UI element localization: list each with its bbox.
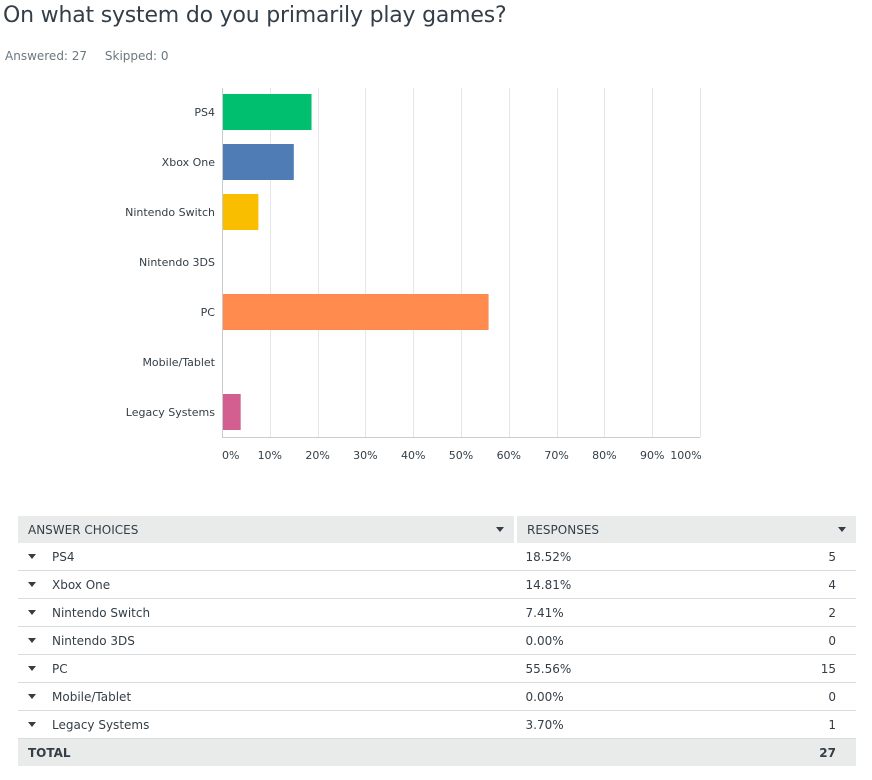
question-title: On what system do you primarily play gam… xyxy=(3,3,507,28)
chevron-down-icon[interactable] xyxy=(28,581,36,587)
tick-label: 10% xyxy=(258,449,282,462)
skipped-count: Skipped: 0 xyxy=(104,49,169,63)
responses-header[interactable]: RESPONSES xyxy=(514,516,856,543)
category-label: Xbox One xyxy=(162,156,216,169)
response-percent: 7.41% xyxy=(515,598,721,627)
chevron-down-icon[interactable] xyxy=(28,553,36,559)
table-row: Nintendo Switch 7.41% 2 xyxy=(18,598,856,627)
table-row: PS4 18.52% 5 xyxy=(18,543,856,571)
table-row: Legacy Systems 3.70% 1 xyxy=(18,710,856,739)
total-label: TOTAL xyxy=(18,738,516,766)
tick-label: 100% xyxy=(670,449,701,462)
chevron-down-icon[interactable] xyxy=(28,637,36,643)
choice-label: Nintendo Switch xyxy=(52,605,151,620)
table-row: PC 55.56% 15 xyxy=(18,654,856,683)
choice-label: Nintendo 3DS xyxy=(52,633,135,648)
bar-chart: PS4 Xbox One Nintendo Switch Nintendo 3DS PC… xyxy=(125,88,702,462)
responses-header-label: RESPONSES xyxy=(527,522,600,537)
answered-count: Answered: 27 xyxy=(5,49,88,63)
category-label: Mobile/Tablet xyxy=(142,356,215,369)
tick-label: 90% xyxy=(640,449,664,462)
bar xyxy=(223,94,312,130)
response-count: 1 xyxy=(720,710,856,739)
choice-label: Legacy Systems xyxy=(52,717,150,732)
tick-label: 0% xyxy=(222,449,239,462)
answer-choices-header[interactable]: ANSWER CHOICES xyxy=(18,516,516,543)
sort-caret-icon[interactable] xyxy=(496,527,504,532)
category-label: PS4 xyxy=(194,106,215,119)
choice-cell: Nintendo 3DS xyxy=(18,626,516,655)
bar xyxy=(223,294,489,330)
bar xyxy=(223,394,241,430)
choice-label: PS4 xyxy=(52,549,75,564)
choice-cell: Nintendo Switch xyxy=(18,598,516,627)
response-percent: 0.00% xyxy=(515,626,721,655)
table-row: Mobile/Tablet 0.00% 0 xyxy=(18,682,856,711)
response-count: 0 xyxy=(720,626,856,655)
category-label: Nintendo 3DS xyxy=(139,256,215,269)
choice-cell: Legacy Systems xyxy=(18,710,516,739)
tick-label: 70% xyxy=(544,449,568,462)
category-label: Nintendo Switch xyxy=(125,206,215,219)
category-label: PC xyxy=(201,306,216,319)
tick-label: 60% xyxy=(497,449,521,462)
tick-label: 50% xyxy=(449,449,473,462)
tick-label: 40% xyxy=(401,449,425,462)
answer-choices-header-label: ANSWER CHOICES xyxy=(28,522,139,537)
choice-label: PC xyxy=(52,661,68,676)
response-percent: 55.56% xyxy=(515,654,721,683)
response-count: 5 xyxy=(720,543,856,571)
response-percent: 3.70% xyxy=(515,710,721,739)
response-percent: 0.00% xyxy=(515,682,721,711)
response-percent: 18.52% xyxy=(515,543,721,571)
response-count: 4 xyxy=(720,570,856,599)
bar xyxy=(223,144,294,180)
table-row: Xbox One 14.81% 4 xyxy=(18,570,856,599)
response-count: 2 xyxy=(720,598,856,627)
tick-label: 20% xyxy=(305,449,329,462)
table-row: Nintendo 3DS 0.00% 0 xyxy=(18,626,856,655)
chevron-down-icon[interactable] xyxy=(28,609,36,615)
response-count: 15 xyxy=(720,654,856,683)
sort-caret-icon[interactable] xyxy=(838,527,846,532)
category-label: Legacy Systems xyxy=(126,406,215,419)
tick-label: 30% xyxy=(353,449,377,462)
chevron-down-icon[interactable] xyxy=(28,665,36,671)
choice-cell: PS4 xyxy=(18,543,516,571)
chevron-down-icon[interactable] xyxy=(28,693,36,699)
choice-cell: Mobile/Tablet xyxy=(18,682,516,711)
response-count: 0 xyxy=(720,682,856,711)
responses-table: ANSWER CHOICES RESPONSES PS4 18.52% 5 Xbox … xyxy=(18,516,856,766)
choice-label: Xbox One xyxy=(52,577,111,592)
choice-label: Mobile/Tablet xyxy=(52,689,132,704)
chevron-down-icon[interactable] xyxy=(28,721,36,727)
bar xyxy=(223,194,259,230)
choice-cell: PC xyxy=(18,654,516,683)
total-count: 27 xyxy=(720,738,856,766)
response-percent: 14.81% xyxy=(515,570,721,599)
total-row: TOTAL 27 xyxy=(18,738,856,766)
tick-label: 80% xyxy=(592,449,616,462)
response-summary: Answered: 27 Skipped: 0 xyxy=(5,49,183,63)
total-spacer xyxy=(515,738,721,766)
choice-cell: Xbox One xyxy=(18,570,516,599)
